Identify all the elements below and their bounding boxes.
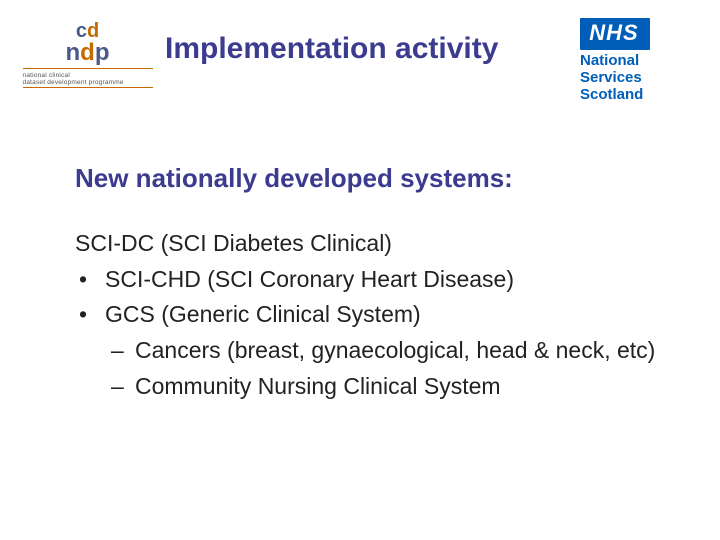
sublist-item: – Cancers (breast, gynaecological, head … (75, 333, 660, 369)
nhs-line: National (580, 52, 639, 69)
list-item-text: SCI-CHD (SCI Coronary Heart Disease) (105, 262, 514, 298)
nhs-line: Scotland (580, 86, 643, 103)
logo-tagline-box: national clinical dataset development pr… (23, 68, 153, 88)
slide-content: New nationally developed systems: SCI-DC… (0, 103, 720, 404)
list-item: • GCS (Generic Clinical System) (75, 297, 660, 333)
list-item: • SCI-CHD (SCI Coronary Heart Disease) (75, 262, 660, 298)
dash-icon: – (111, 369, 135, 405)
section-heading: New nationally developed systems: (75, 163, 660, 194)
nhs-line: Services (580, 69, 642, 86)
logo-tagline: dataset development programme (23, 79, 153, 86)
nhs-badge: NHS (580, 18, 650, 50)
ndp-logo: c d n d p national clinical dataset deve… (20, 18, 155, 90)
dash-icon: – (111, 333, 135, 369)
slide-title-wrap: Implementation activity (155, 18, 580, 66)
logo-letter: n (65, 39, 80, 67)
slide-header: c d n d p national clinical dataset deve… (0, 0, 720, 103)
logo-letter: p (95, 39, 110, 67)
body-list: SCI-DC (SCI Diabetes Clinical) • SCI-CHD… (75, 226, 660, 404)
sublist-item-text: Community Nursing Clinical System (135, 369, 660, 405)
list-item: SCI-DC (SCI Diabetes Clinical) (75, 226, 660, 262)
list-item-text: GCS (Generic Clinical System) (105, 297, 421, 333)
bullet-icon: • (75, 262, 105, 298)
sublist-item-text: Cancers (breast, gynaecological, head & … (135, 333, 660, 369)
nhs-logo: NHS National Services Scotland (580, 18, 700, 103)
logo-letter: d (80, 39, 95, 67)
slide-title: Implementation activity (165, 32, 580, 66)
logo-tagline: national clinical (23, 72, 153, 79)
sublist-item: – Community Nursing Clinical System (75, 369, 660, 405)
bullet-icon: • (75, 297, 105, 333)
